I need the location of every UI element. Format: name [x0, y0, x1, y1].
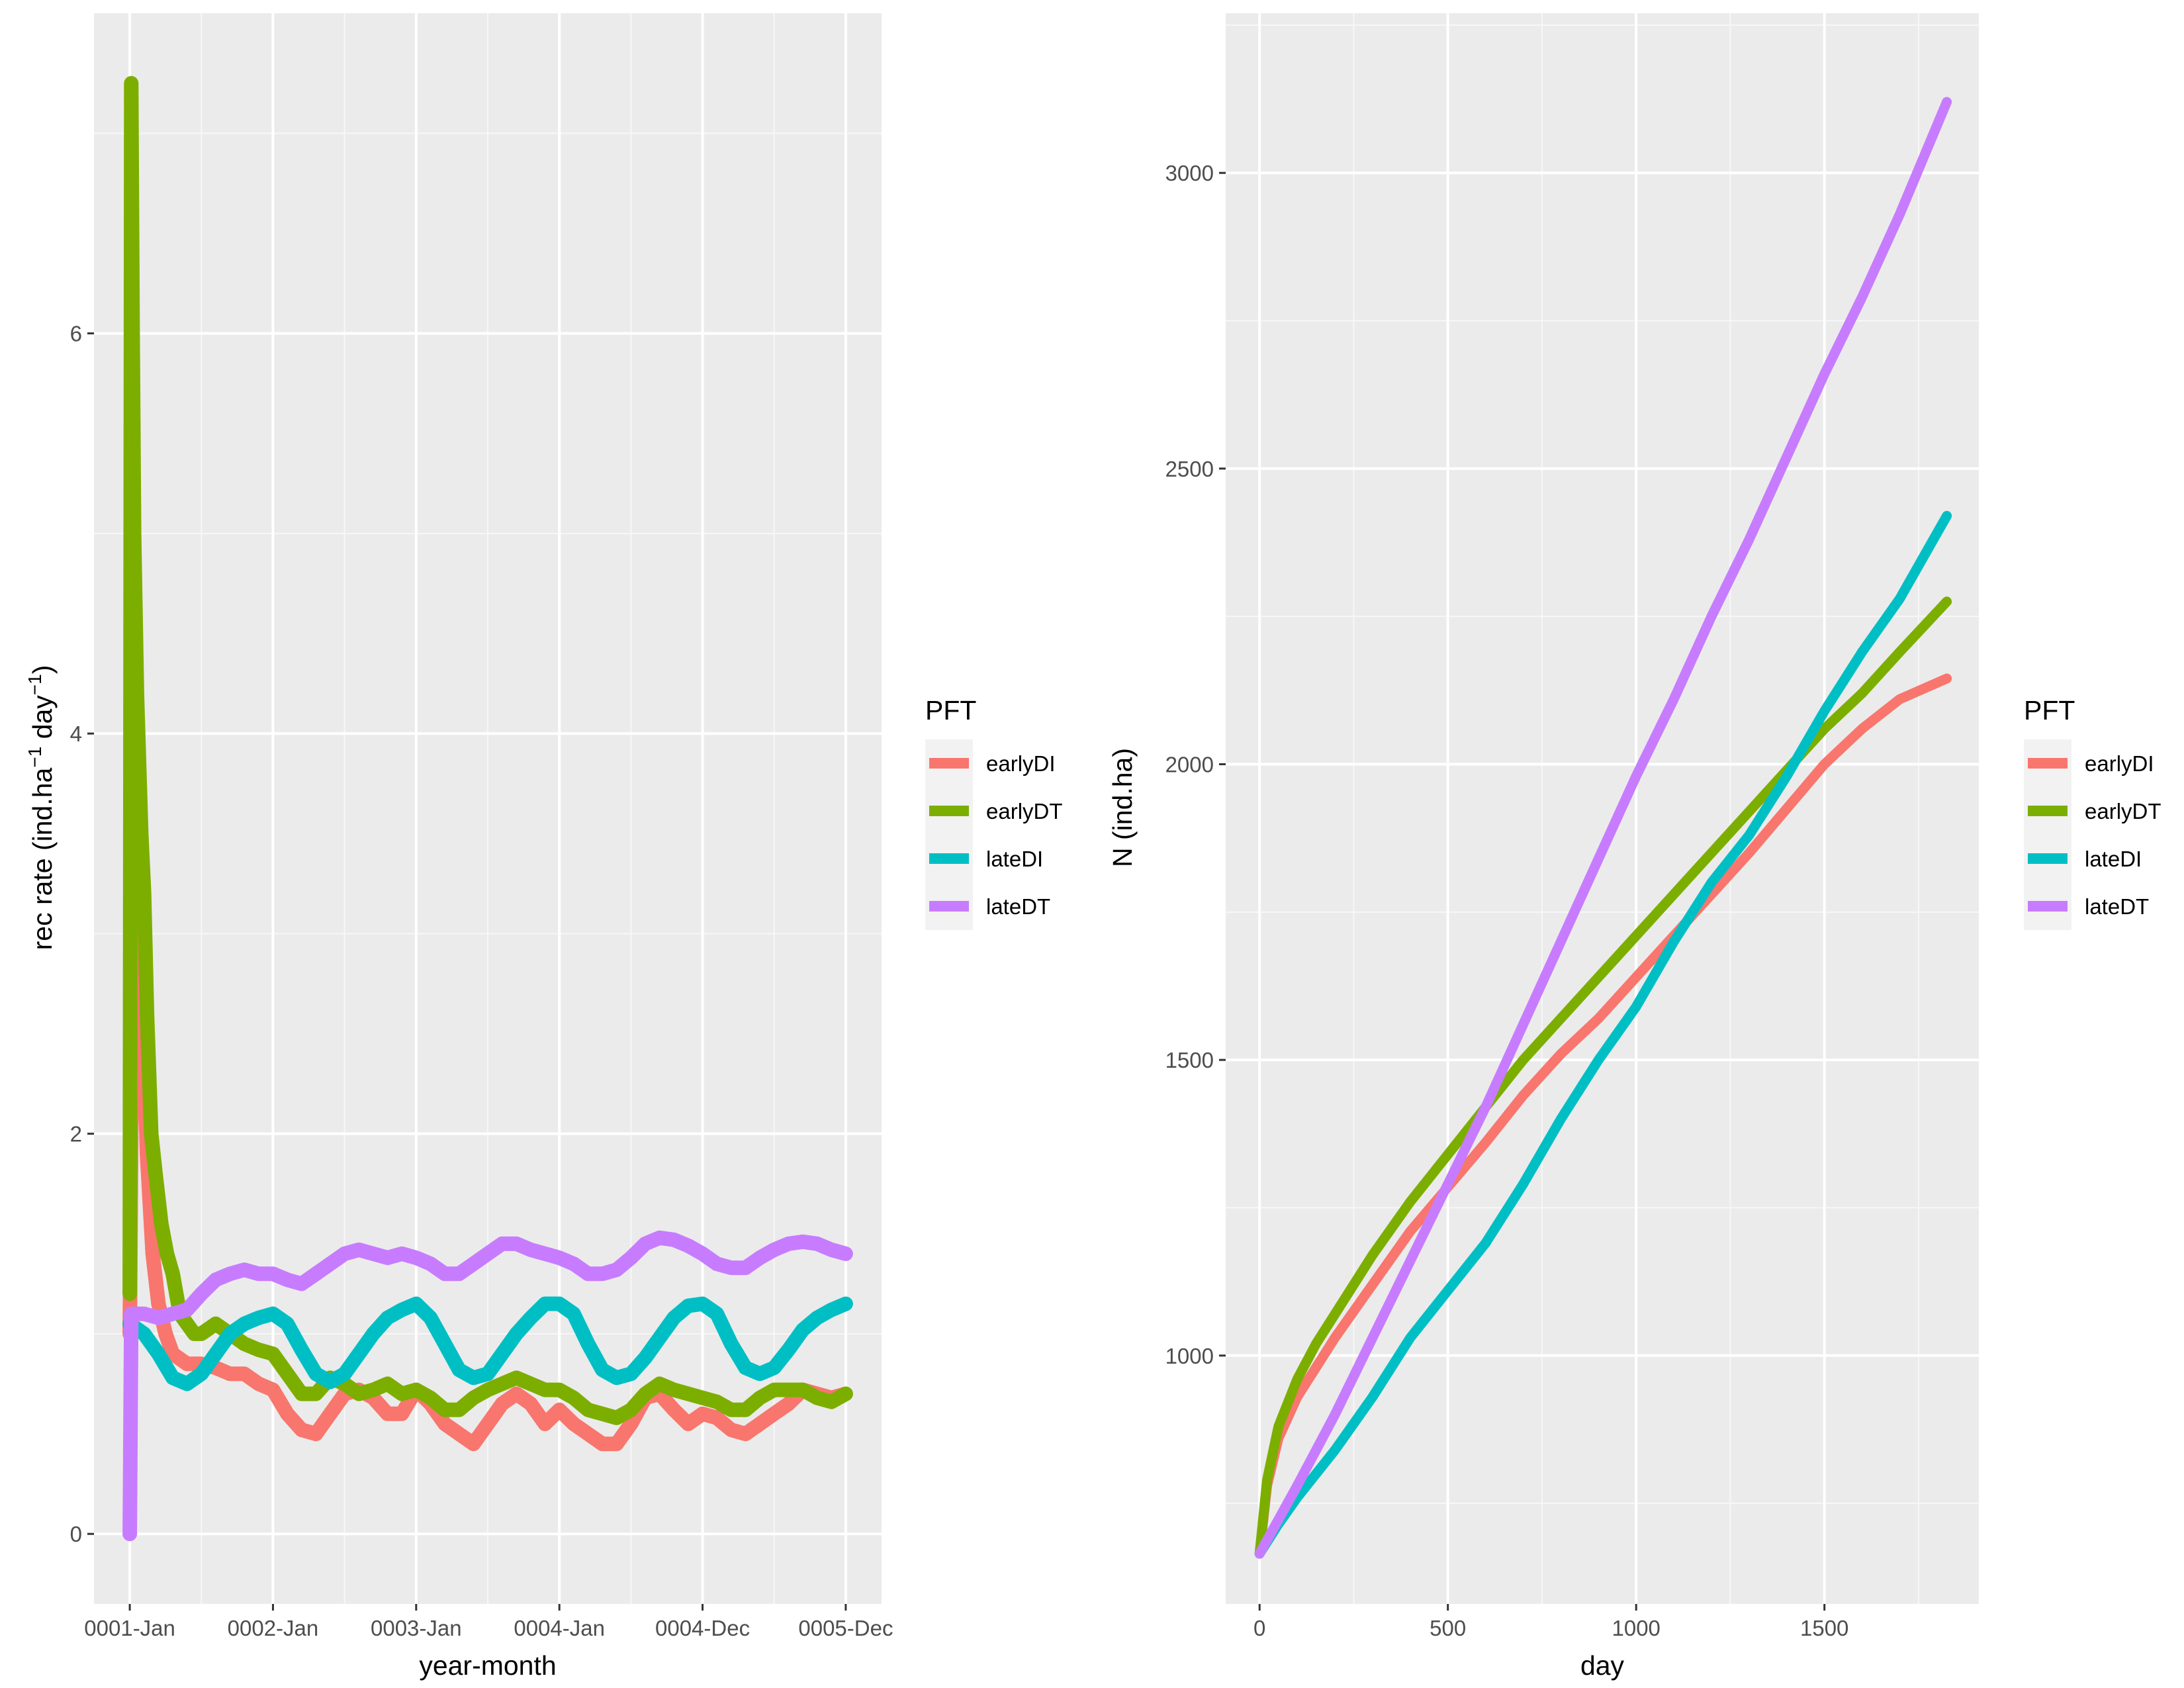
left-panel-recruitment-rate: 0001-Jan 0002-Jan 0003-Jan 0004-Jan 0004-Dec… — [24, 13, 1063, 1681]
series-line-earlyDI — [1254, 673, 1952, 1559]
x-tick-label: 0001-Jan — [84, 1616, 175, 1640]
right-plot-background — [1226, 13, 1979, 1604]
series-line-earlyDI — [122, 726, 853, 1452]
right-panel-population: 0 500 1000 1500 1000 1500 2000 2500 3000 day N … — [1107, 13, 2161, 1681]
y-tick-label: 4 — [70, 722, 82, 746]
left-y-axis-ticks: 0 2 4 6 — [70, 322, 94, 1546]
left-y-axis-title-sup1: −1 — [24, 747, 45, 768]
right-x-axis-ticks: 0 500 1000 1500 — [1253, 1604, 1848, 1640]
left-x-axis-title: year-month — [419, 1650, 556, 1681]
legend-label-lateDI: lateDI — [2085, 847, 2142, 871]
series-line-lateDI — [1254, 510, 1952, 1559]
series-line-earlyDT — [122, 75, 853, 1425]
x-tick-label: 1000 — [1612, 1616, 1660, 1640]
legend-label-earlyDI: earlyDI — [2085, 751, 2154, 776]
x-tick-label: 1500 — [1800, 1616, 1848, 1640]
legend-label-lateDI: lateDI — [986, 847, 1043, 871]
legend-title: PFT — [2024, 695, 2075, 726]
y-tick-label: 2500 — [1165, 457, 1214, 481]
y-tick-label: 3000 — [1165, 161, 1214, 185]
legend-label-lateDT: lateDT — [986, 894, 1050, 919]
x-tick-label: 0004-Dec — [655, 1616, 750, 1640]
right-y-axis-ticks: 1000 1500 2000 2500 3000 — [1165, 161, 1226, 1368]
x-tick-label: 0003-Jan — [371, 1616, 462, 1640]
right-series-lines — [1254, 97, 1952, 1559]
y-tick-label: 2 — [70, 1122, 82, 1147]
left-y-axis-title-sup2: −1 — [24, 674, 45, 695]
x-tick-label: 0 — [1253, 1616, 1265, 1640]
y-tick-label: 1000 — [1165, 1344, 1214, 1368]
legend-label-earlyDT: earlyDT — [2085, 799, 2161, 823]
legend-label-earlyDT: earlyDT — [986, 799, 1063, 823]
left-y-axis-title: rec rate (ind.ha−1 day−1) — [24, 665, 58, 951]
legend-label-lateDT: lateDT — [2085, 894, 2149, 919]
left-y-axis-title-end: ) — [27, 665, 58, 675]
right-x-axis-title: day — [1580, 1650, 1625, 1681]
legend-title: PFT — [925, 695, 976, 726]
right-gridlines — [1226, 13, 1979, 1604]
x-tick-label: 500 — [1430, 1616, 1466, 1640]
left-legend: PFT earlyDI earlyDT lateDI lateDT — [925, 695, 1063, 930]
series-line-lateDT — [1254, 97, 1952, 1559]
y-tick-label: 1500 — [1165, 1048, 1214, 1072]
x-tick-label: 0005-Dec — [798, 1616, 893, 1640]
y-tick-label: 2000 — [1165, 753, 1214, 777]
legend-label-earlyDI: earlyDI — [986, 751, 1056, 776]
y-tick-label: 6 — [70, 322, 82, 346]
y-tick-label: 0 — [70, 1522, 82, 1546]
left-x-axis-ticks: 0001-Jan 0002-Jan 0003-Jan 0004-Jan 0004-Dec… — [84, 1604, 893, 1640]
x-tick-label: 0002-Jan — [228, 1616, 319, 1640]
left-y-axis-title-base: rec rate (ind.ha — [27, 767, 58, 950]
series-line-lateDT — [122, 1230, 853, 1542]
right-legend: PFT earlyDI earlyDT lateDI lateDT — [2024, 695, 2161, 930]
x-tick-label: 0004-Jan — [514, 1616, 605, 1640]
right-y-axis-title: N (ind.ha) — [1107, 748, 1138, 867]
left-series-lines — [122, 75, 853, 1542]
left-y-axis-title-mid: day — [27, 695, 58, 747]
series-line-lateDI — [122, 1296, 853, 1391]
